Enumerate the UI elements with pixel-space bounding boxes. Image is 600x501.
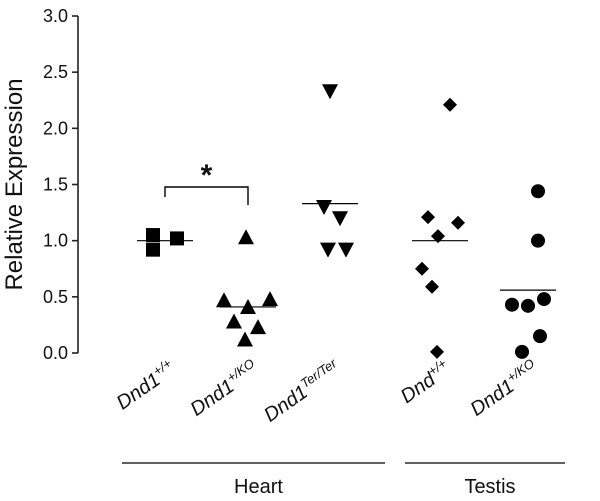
group-label-superscript: +/KO: [224, 356, 257, 385]
y-axis-title: Relative Expression: [1, 78, 28, 290]
data-point-triangle-up: [226, 313, 242, 329]
data-point-circle: [521, 298, 535, 313]
data-point-triangle-down: [338, 242, 354, 258]
data-point-circle: [537, 292, 551, 307]
data-point-diamond: [425, 279, 439, 294]
data-point-square: [146, 242, 160, 257]
data-point-triangle-up: [237, 331, 253, 347]
y-tick-label: 2.0: [43, 118, 68, 138]
data-point-diamond: [415, 261, 429, 276]
tissue-label: Testis: [464, 476, 515, 498]
data-point-diamond: [443, 97, 457, 112]
data-point-triangle-up: [216, 292, 232, 308]
data-point-triangle-up: [238, 229, 254, 245]
y-tick-label: 2.5: [43, 62, 68, 82]
data-point-triangle-up: [262, 291, 278, 307]
y-tick-label: 1.5: [43, 175, 68, 195]
data-point-circle: [531, 184, 545, 199]
y-tick-label: 1.0: [43, 231, 68, 251]
data-point-square: [170, 231, 184, 246]
data-point-triangle-up: [250, 319, 266, 335]
data-point-triangle-up: [240, 298, 256, 314]
group-label: Dnd1Ter/Ter: [258, 355, 345, 426]
y-tick-label: 3.0: [43, 6, 68, 26]
tissue-label: Heart: [234, 476, 283, 498]
group-label: Dnd1+/+: [111, 355, 180, 414]
data-point-circle: [515, 344, 529, 359]
data-point-circle: [505, 297, 519, 312]
group-label: Dnd1+/KO: [185, 356, 263, 421]
data-point-square: [146, 228, 160, 243]
data-point-triangle-down: [316, 199, 332, 215]
group-label: Dnd1+/KO: [465, 356, 543, 421]
significance-bracket: [164, 186, 249, 205]
y-tick-label: 0.5: [43, 287, 68, 307]
group-label-superscript: +/KO: [504, 356, 537, 385]
data-point-diamond: [451, 215, 465, 230]
data-point-triangle-down: [320, 242, 336, 258]
group-label: Dnd+/+: [395, 355, 455, 408]
data-point-triangle-down: [322, 84, 338, 100]
data-point-circle: [531, 233, 545, 248]
group-label-superscript: Ter/Ter: [298, 355, 340, 391]
data-point-diamond: [431, 229, 445, 244]
data-point-triangle-down: [332, 211, 348, 227]
y-tick-label: 0.0: [43, 343, 68, 363]
data-point-diamond: [421, 210, 435, 225]
data-point-diamond: [430, 344, 444, 359]
significance-label: *: [201, 159, 213, 192]
data-point-circle: [533, 329, 547, 344]
